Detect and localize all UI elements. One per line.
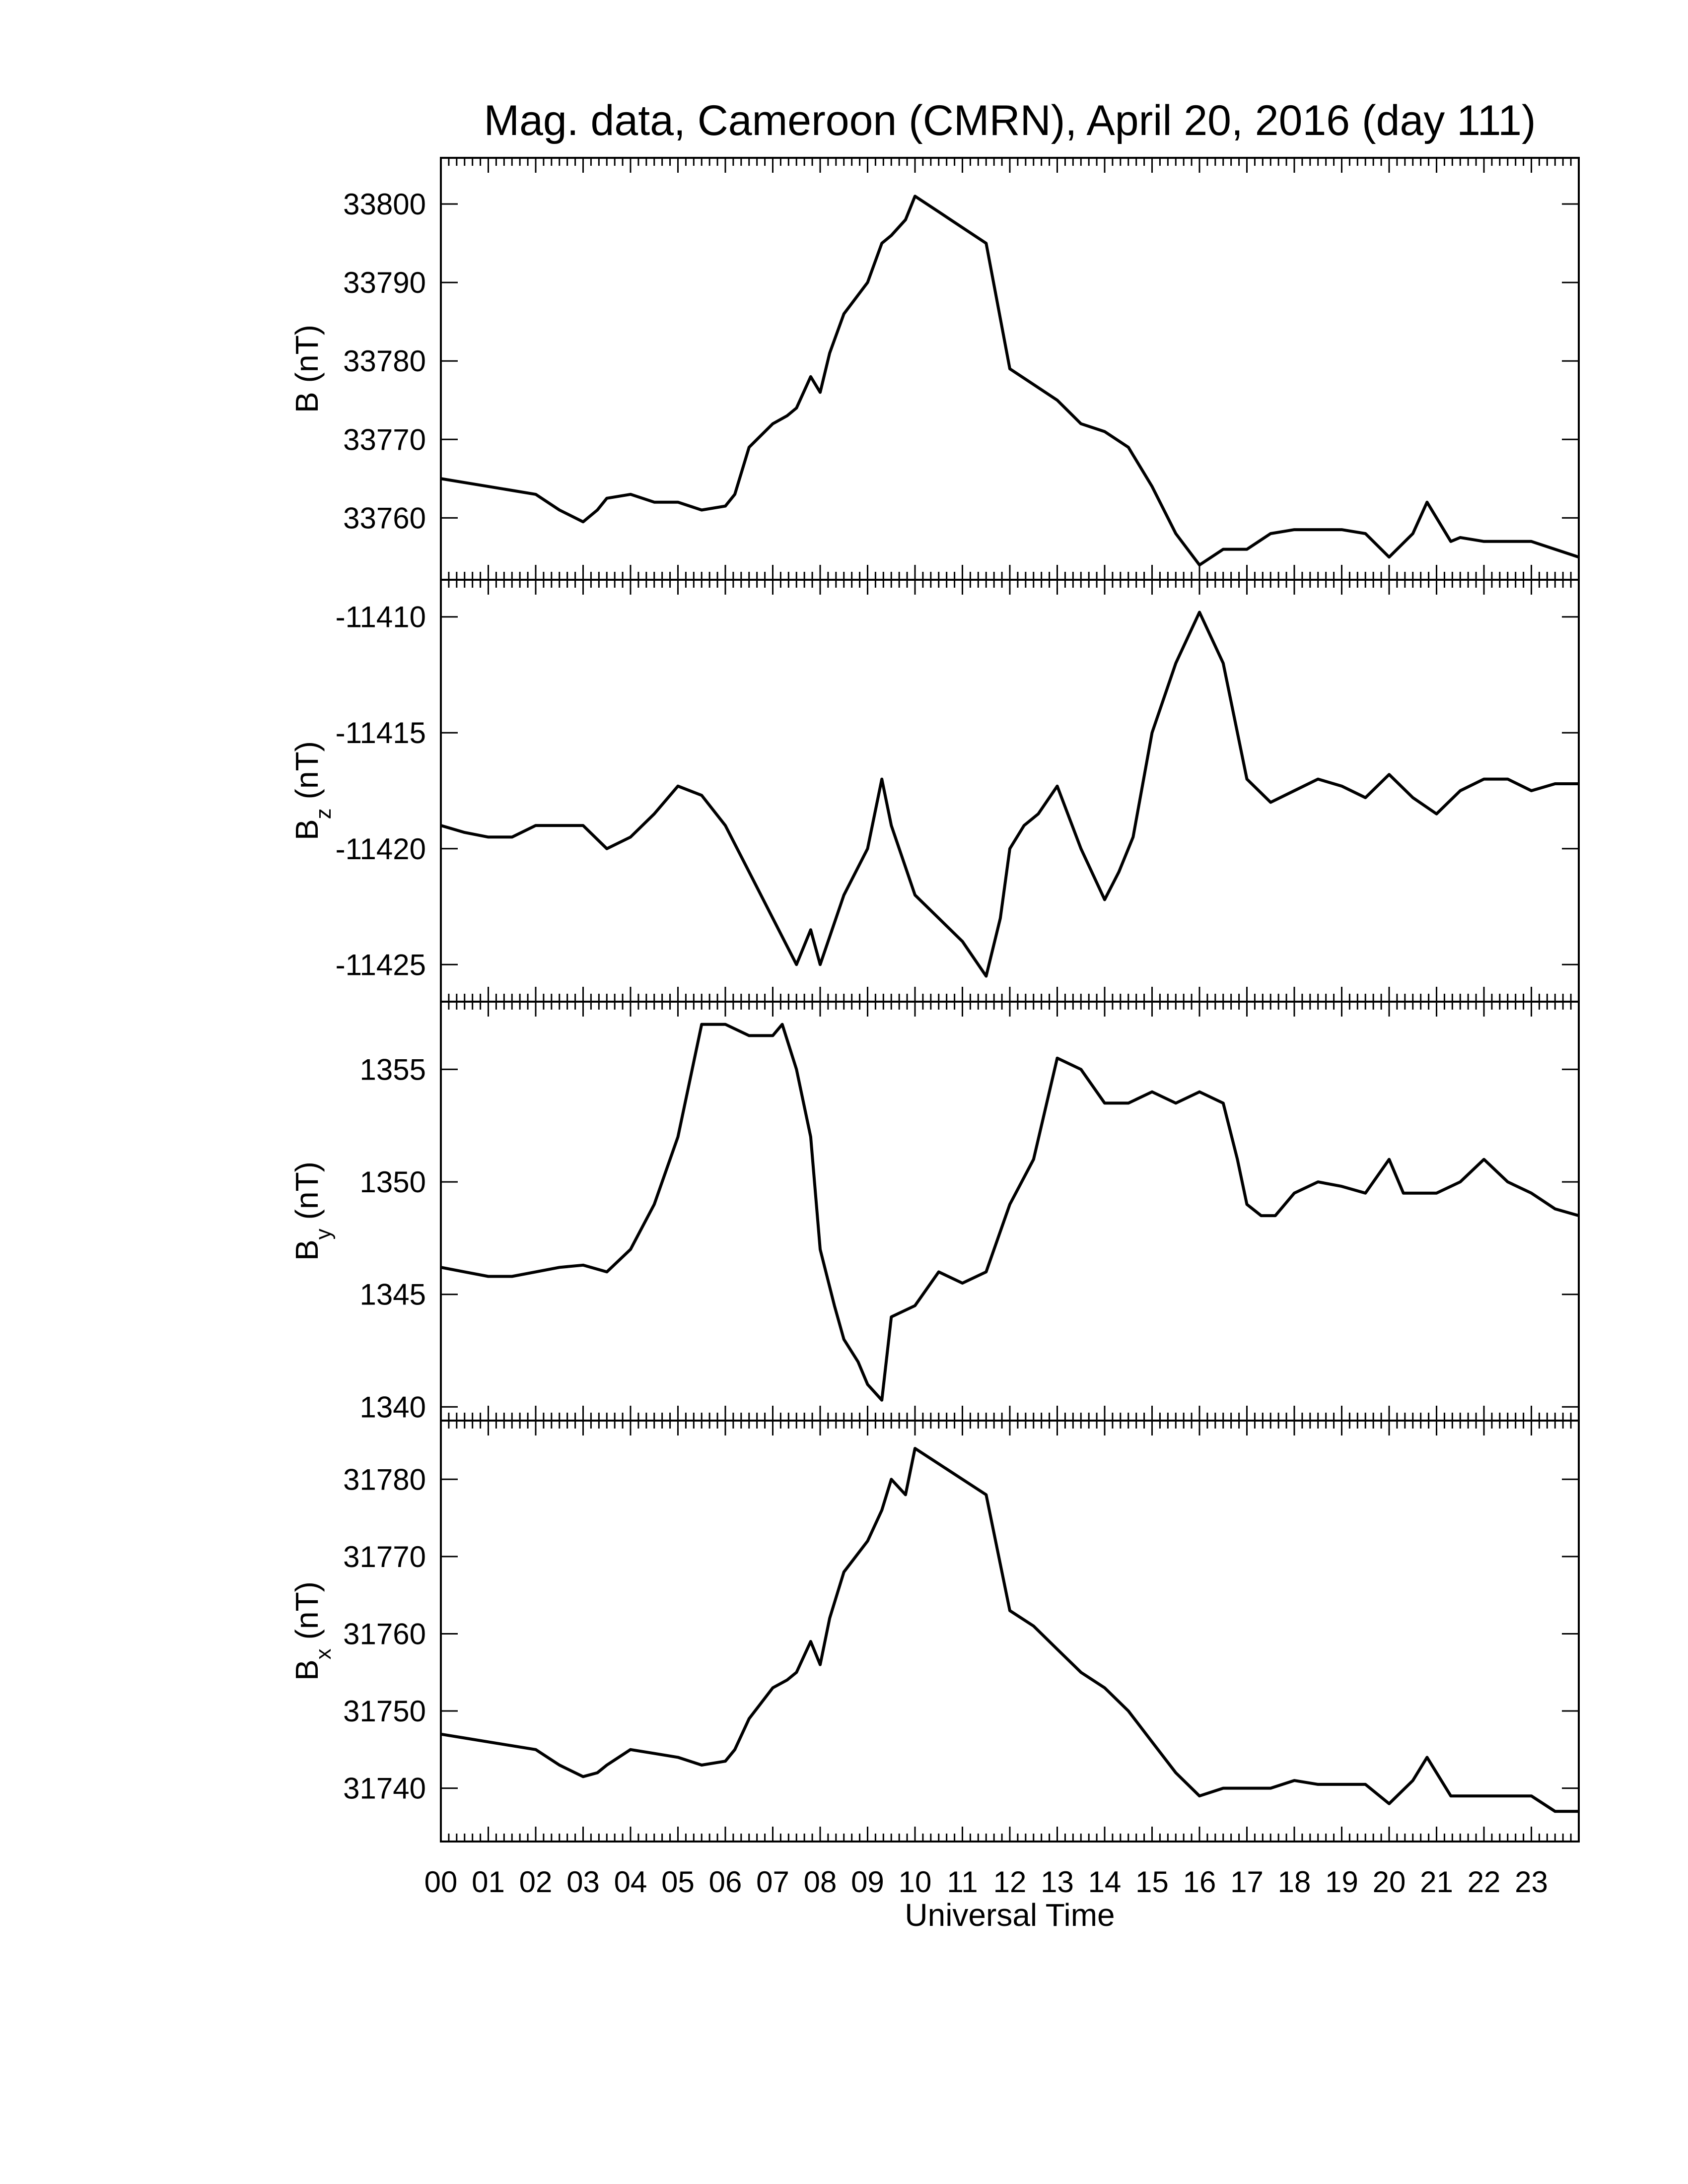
x-tick-label: 11 xyxy=(947,1865,978,1899)
panel-By: 1340 1345 1350 1355 By (nT) xyxy=(289,1001,1580,1424)
chart-title: Mag. data, Cameroon (CMRN), April 20, 20… xyxy=(484,97,1536,144)
series-line-Bz xyxy=(441,611,1579,978)
x-tick-label: 22 xyxy=(1468,1865,1501,1899)
x-tick-label: 09 xyxy=(851,1865,884,1899)
y-axis-label-main: B xyxy=(289,392,325,413)
x-tick-label: 05 xyxy=(661,1865,695,1899)
y-axis-label-unit: (nT) xyxy=(289,1581,325,1639)
x-tick-label: 21 xyxy=(1420,1865,1453,1899)
x-tick-label: 10 xyxy=(899,1865,932,1899)
y-axis-label-unit: (nT) xyxy=(289,741,325,799)
y-tick-label: 31770 xyxy=(343,1540,426,1573)
x-tick-label: 07 xyxy=(756,1865,789,1899)
y-tick-label: 1345 xyxy=(360,1278,426,1311)
y-tick-label: -11410 xyxy=(336,601,426,634)
x-tick-label: 17 xyxy=(1230,1865,1264,1899)
panel-frame xyxy=(440,1420,1580,1843)
y-axis-label: Bz (nT) xyxy=(289,741,336,840)
y-tick-label: 33780 xyxy=(343,344,426,378)
y-axis-label-sub: x xyxy=(311,1648,336,1659)
x-tick-label: 00 xyxy=(424,1865,458,1899)
x-tick-label: 15 xyxy=(1135,1865,1169,1899)
panel-frame xyxy=(440,1001,1580,1422)
x-tick-label: 03 xyxy=(566,1865,600,1899)
panel-Bz: -11410 -11415 -11420 -11425 Bz (nT) xyxy=(289,579,1580,1003)
x-tick-label: 20 xyxy=(1373,1865,1406,1899)
series-line-By xyxy=(441,1023,1579,1402)
y-tick-label: 33790 xyxy=(343,266,426,299)
panel-frame xyxy=(440,579,1580,1003)
panel-Bx: 31740 31750 31760 31770 31780 Bx (nT) xyxy=(289,1420,1580,1843)
x-tick-label: 04 xyxy=(614,1865,647,1899)
x-tick-label: 01 xyxy=(472,1865,505,1899)
panels: 3376033770337803379033800B(nT)-11410-114… xyxy=(289,157,1580,1843)
y-axis-label-main: B xyxy=(289,819,325,840)
series-line-Bx xyxy=(441,1447,1579,1813)
y-tick-label: 1350 xyxy=(360,1165,426,1199)
y-axis-label-main: B xyxy=(289,1659,325,1681)
y-axis-label: B (nT) xyxy=(289,325,325,413)
y-tick-label: -11415 xyxy=(336,716,426,750)
y-axis-label: By (nT) xyxy=(289,1161,336,1261)
x-tick-label: 23 xyxy=(1515,1865,1548,1899)
y-axis-label-unit: (nT) xyxy=(289,1161,325,1220)
y-tick-label: 1355 xyxy=(360,1053,426,1086)
y-axis-label-main: B xyxy=(289,1239,325,1261)
x-tick-label: 02 xyxy=(519,1865,553,1899)
y-tick-label: 31760 xyxy=(343,1617,426,1650)
y-tick-label: 33760 xyxy=(343,501,426,535)
x-tick-label: 14 xyxy=(1088,1865,1122,1899)
y-tick-label: -11420 xyxy=(336,832,426,866)
y-tick-label: 33800 xyxy=(343,188,426,221)
y-tick-label: 31740 xyxy=(343,1772,426,1805)
y-tick-label: 33770 xyxy=(343,423,426,456)
x-axis: 00 01 02 03 04 05 06 07 08 09 10 11 12 13 14 15 16 17 18 19… xyxy=(424,1865,1548,1899)
x-axis-label: Universal Time xyxy=(905,1897,1115,1933)
y-tick-label: -11425 xyxy=(336,948,426,981)
y-axis-label-unit: (nT) xyxy=(289,325,325,383)
y-axis-label: Bx (nT) xyxy=(289,1581,336,1681)
y-axis-label-sub: z xyxy=(311,808,336,819)
y-tick-label: 1340 xyxy=(360,1390,426,1424)
y-tick-label: 31780 xyxy=(343,1463,426,1496)
x-tick-label: 08 xyxy=(804,1865,837,1899)
x-tick-label: 16 xyxy=(1183,1865,1216,1899)
series-line-B xyxy=(441,195,1579,567)
y-tick-label: 31750 xyxy=(343,1695,426,1728)
panel-B: 33760 33770 33780 33790 33800 B (nT) xyxy=(289,157,1580,581)
y-axis-label-sub: y xyxy=(311,1228,336,1239)
x-tick-label: 12 xyxy=(993,1865,1027,1899)
x-tick-label: 06 xyxy=(709,1865,742,1899)
x-tick-label: 13 xyxy=(1041,1865,1074,1899)
x-tick-label: 18 xyxy=(1278,1865,1311,1899)
x-tick-label: 19 xyxy=(1325,1865,1358,1899)
